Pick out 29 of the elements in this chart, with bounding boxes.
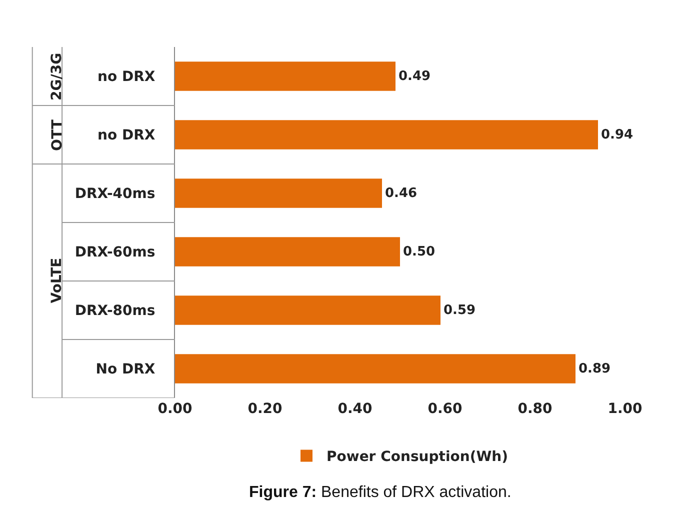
x-tick-label: 0.40 [338, 401, 373, 417]
x-tick-label: 0.20 [248, 401, 283, 417]
bar [175, 354, 576, 384]
y-tick-label: DRX-80ms [74, 303, 156, 320]
x-tick-label: 0.00 [158, 401, 193, 417]
x-tick-label: 0.60 [428, 401, 463, 417]
text: VoLTE [49, 258, 66, 304]
text: 2G/3G [48, 52, 65, 100]
y-tick-label: No DRX [96, 362, 156, 378]
y-tick-label: no DRX [98, 128, 156, 144]
data-label: 0.46 [385, 186, 418, 201]
legend-label: Power Consuption(Wh) [326, 449, 508, 466]
text: OTT [49, 119, 66, 151]
x-tick-label: 1.00 [608, 401, 643, 417]
caption: Figure 7: Benefits of DRX activation. [249, 484, 512, 501]
data-label: 0.59 [444, 302, 476, 318]
data-label: 0.50 [403, 244, 436, 260]
data-label: 0.89 [578, 361, 611, 376]
x-tick-label: 0.80 [518, 401, 553, 417]
data-label: 0.94 [601, 127, 634, 142]
bar [175, 62, 396, 91]
y-tick-label: DRX-40ms [74, 186, 156, 202]
bar [175, 237, 400, 266]
y-tick-label: no DRX [98, 69, 156, 86]
data-label: 0.49 [398, 68, 431, 84]
bar [175, 120, 598, 150]
bar [175, 296, 440, 325]
y-tick-label: DRX-60ms [74, 244, 156, 261]
bar [175, 178, 382, 208]
